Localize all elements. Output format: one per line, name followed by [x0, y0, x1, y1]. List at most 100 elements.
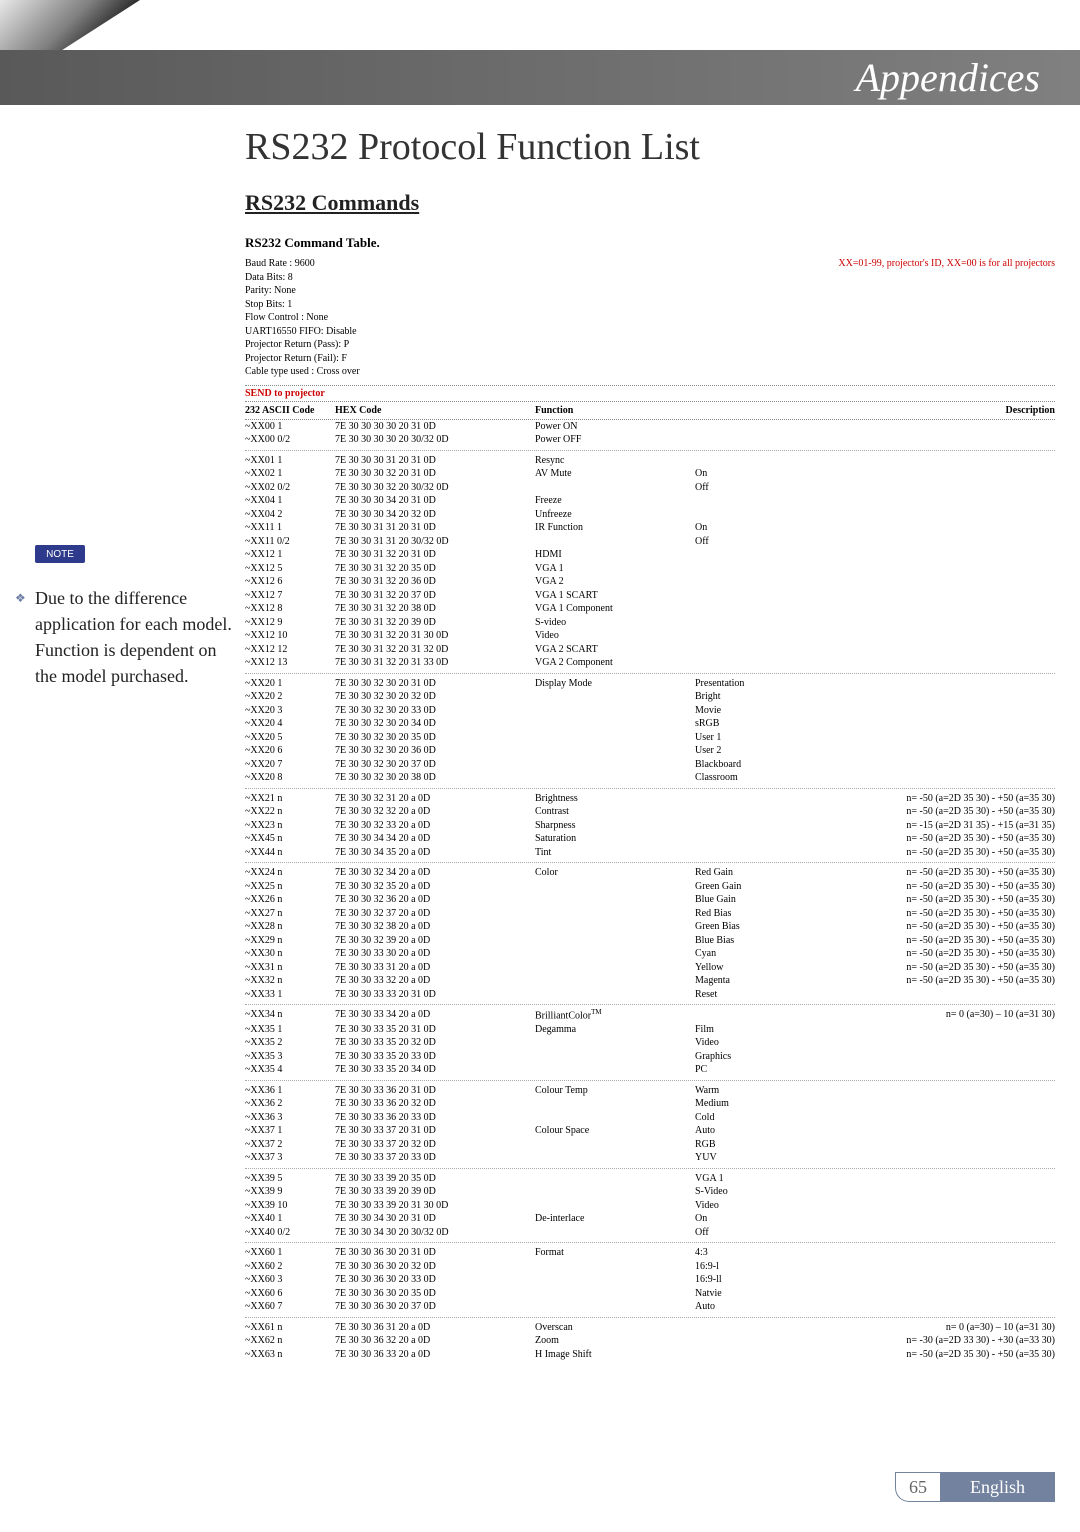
- cell-ascii: ~XX36 3: [245, 1111, 335, 1125]
- cell-hex: 7E 30 30 31 32 20 31 0D: [335, 548, 535, 562]
- cell-value: Blue Gain: [695, 893, 825, 907]
- cell-ascii: ~XX12 13: [245, 656, 335, 670]
- cell-ascii: ~XX60 3: [245, 1273, 335, 1287]
- group-separator: [245, 1004, 1055, 1005]
- command-row: ~XX45 n7E 30 30 34 34 20 a 0DSaturationn…: [245, 832, 1055, 846]
- cell-value: [695, 589, 825, 603]
- cell-hex: 7E 30 30 32 34 20 a 0D: [335, 866, 535, 880]
- settings-line: Cable type used : Cross over: [245, 365, 360, 379]
- cell-hex: 7E 30 30 32 32 20 a 0D: [335, 805, 535, 819]
- cell-hex: 7E 30 30 32 37 20 a 0D: [335, 907, 535, 921]
- cell-value: [695, 1321, 825, 1335]
- cell-value: Warm: [695, 1084, 825, 1098]
- cell-ascii: ~XX20 2: [245, 690, 335, 704]
- cell-hex: 7E 30 30 33 39 20 31 30 0D: [335, 1199, 535, 1213]
- cell-value: Auto: [695, 1300, 825, 1314]
- cell-function: [535, 880, 695, 894]
- command-row: ~XX37 37E 30 30 33 37 20 33 0DYUV: [245, 1151, 1055, 1165]
- cell-function: [535, 771, 695, 785]
- cell-hex: 7E 30 30 36 30 20 33 0D: [335, 1273, 535, 1287]
- cell-hex: 7E 30 30 33 37 20 32 0D: [335, 1138, 535, 1152]
- cell-value: [695, 616, 825, 630]
- cell-ascii: ~XX22 n: [245, 805, 335, 819]
- cell-description: [825, 589, 1055, 603]
- cell-ascii: ~XX00 1: [245, 420, 335, 434]
- cell-value: User 1: [695, 731, 825, 745]
- cell-function: Overscan: [535, 1321, 695, 1335]
- cell-function: [535, 1138, 695, 1152]
- cell-description: [825, 548, 1055, 562]
- cell-ascii: ~XX12 6: [245, 575, 335, 589]
- cell-function: IR Function: [535, 521, 695, 535]
- command-row: ~XX12 127E 30 30 31 32 20 31 32 0DVGA 2 …: [245, 643, 1055, 657]
- command-row: ~XX36 17E 30 30 33 36 20 31 0DColour Tem…: [245, 1084, 1055, 1098]
- command-row: ~XX23 n7E 30 30 32 33 20 a 0DSharpnessn=…: [245, 819, 1055, 833]
- cell-value: Film: [695, 1023, 825, 1037]
- cell-ascii: ~XX60 6: [245, 1287, 335, 1301]
- cell-description: [825, 1246, 1055, 1260]
- cell-function: Saturation: [535, 832, 695, 846]
- cell-description: [825, 481, 1055, 495]
- command-row: ~XX27 n7E 30 30 32 37 20 a 0DRed Biasn= …: [245, 907, 1055, 921]
- cell-description: [825, 988, 1055, 1002]
- cell-hex: 7E 30 30 36 33 20 a 0D: [335, 1348, 535, 1362]
- command-row: ~XX20 47E 30 30 32 30 20 34 0DsRGB: [245, 717, 1055, 731]
- cell-value: [695, 805, 825, 819]
- header-title: Appendices: [856, 54, 1040, 101]
- cell-description: n= 0 (a=30) – 10 (a=31 30): [825, 1321, 1055, 1335]
- cell-value: [695, 792, 825, 806]
- settings-line: Stop Bits: 1: [245, 298, 360, 312]
- cell-ascii: ~XX20 1: [245, 677, 335, 691]
- cell-value: Off: [695, 481, 825, 495]
- col-ascii: 232 ASCII Code: [245, 405, 335, 416]
- cell-description: [825, 1036, 1055, 1050]
- command-row: ~XX22 n7E 30 30 32 32 20 a 0DContrastn= …: [245, 805, 1055, 819]
- cell-function: BrilliantColorTM: [535, 1008, 695, 1023]
- cell-hex: 7E 30 30 34 30 20 31 0D: [335, 1212, 535, 1226]
- cell-ascii: ~XX63 n: [245, 1348, 335, 1362]
- cell-hex: 7E 30 30 32 30 20 35 0D: [335, 731, 535, 745]
- cell-function: [535, 1063, 695, 1077]
- cell-ascii: ~XX33 1: [245, 988, 335, 1002]
- command-row: ~XX61 n7E 30 30 36 31 20 a 0DOverscann= …: [245, 1321, 1055, 1335]
- cell-value: PC: [695, 1063, 825, 1077]
- cell-function: Zoom: [535, 1334, 695, 1348]
- cell-hex: 7E 30 30 32 38 20 a 0D: [335, 920, 535, 934]
- cell-value: Off: [695, 1226, 825, 1240]
- cell-description: n= -50 (a=2D 35 30) - +50 (a=35 30): [825, 920, 1055, 934]
- cell-value: User 2: [695, 744, 825, 758]
- sub-title: RS232 Commands: [245, 190, 419, 216]
- cell-value: [695, 602, 825, 616]
- settings-line: Projector Return (Pass): P: [245, 338, 360, 352]
- command-row: ~XX35 37E 30 30 33 35 20 33 0DGraphics: [245, 1050, 1055, 1064]
- cell-ascii: ~XX35 3: [245, 1050, 335, 1064]
- cell-description: [825, 1111, 1055, 1125]
- cell-value: [695, 1008, 825, 1023]
- cell-function: [535, 1050, 695, 1064]
- command-row: ~XX25 n7E 30 30 32 35 20 a 0DGreen Gainn…: [245, 880, 1055, 894]
- page-number: 65: [895, 1472, 940, 1502]
- cell-value: Magenta: [695, 974, 825, 988]
- command-row: ~XX24 n7E 30 30 32 34 20 a 0DColorRed Ga…: [245, 866, 1055, 880]
- cell-hex: 7E 30 30 34 34 20 a 0D: [335, 832, 535, 846]
- cell-function: [535, 961, 695, 975]
- command-row: ~XX12 107E 30 30 31 32 20 31 30 0DVideo: [245, 629, 1055, 643]
- cell-value: [695, 1334, 825, 1348]
- group-separator: [245, 450, 1055, 451]
- cell-ascii: ~XX37 3: [245, 1151, 335, 1165]
- cell-description: [825, 1226, 1055, 1240]
- command-row: ~XX63 n7E 30 30 36 33 20 a 0DH Image Shi…: [245, 1348, 1055, 1362]
- settings-line: UART16550 FIFO: Disable: [245, 325, 360, 339]
- cell-function: [535, 690, 695, 704]
- cell-value: [695, 1348, 825, 1362]
- cell-hex: 7E 30 30 33 36 20 33 0D: [335, 1111, 535, 1125]
- cell-description: [825, 1138, 1055, 1152]
- cell-value: VGA 1: [695, 1172, 825, 1186]
- cell-ascii: ~XX35 4: [245, 1063, 335, 1077]
- cell-hex: 7E 30 30 31 32 20 37 0D: [335, 589, 535, 603]
- cell-ascii: ~XX32 n: [245, 974, 335, 988]
- column-headers: 232 ASCII Code HEX Code Function Descrip…: [245, 402, 1055, 420]
- cell-description: n= -50 (a=2D 35 30) - +50 (a=35 30): [825, 947, 1055, 961]
- command-row: ~XX60 67E 30 30 36 30 20 35 0DNatvie: [245, 1287, 1055, 1301]
- command-row: ~XX12 87E 30 30 31 32 20 38 0DVGA 1 Comp…: [245, 602, 1055, 616]
